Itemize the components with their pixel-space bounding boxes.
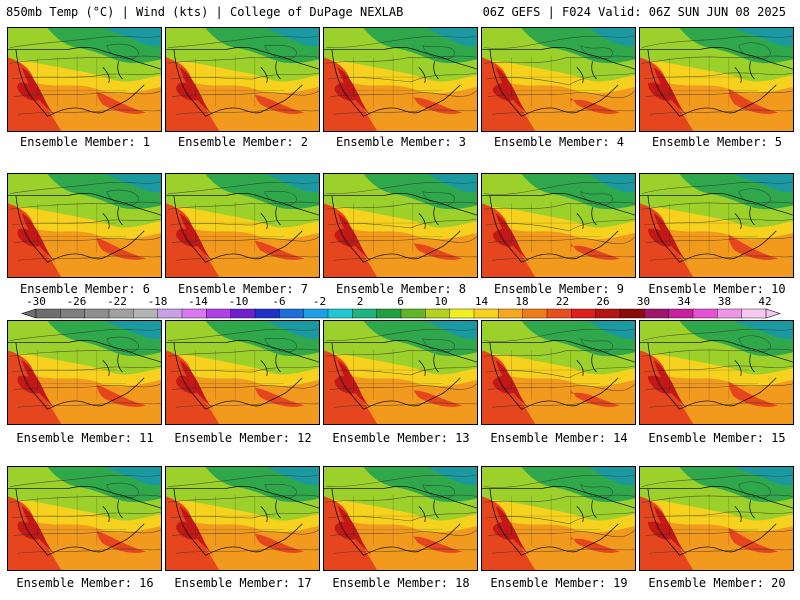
- ensemble-member-label: Ensemble Member: 2: [177, 135, 309, 149]
- colorbar-tick-label: 6: [397, 295, 404, 308]
- colorbar-segment: [546, 308, 572, 319]
- ensemble-member-map: [481, 173, 636, 278]
- colorbar-segment: [327, 308, 353, 319]
- colorbar-segment: [644, 308, 670, 319]
- ensemble-member-map: [481, 466, 636, 571]
- colorbar-segment: [279, 308, 305, 319]
- colorbar-tick-label: -26: [66, 295, 87, 308]
- ensemble-member-label: Ensemble Member: 9: [493, 282, 625, 296]
- ensemble-member-map: [165, 320, 320, 425]
- ensemble-member-map: [165, 173, 320, 278]
- colorbar-tick-label: 34: [677, 295, 691, 308]
- colorbar-segment: [717, 308, 743, 319]
- colorbar-left-arrow: [21, 308, 37, 319]
- colorbar-segment: [133, 308, 159, 319]
- ensemble-member-map: [639, 173, 794, 278]
- colorbar-segment: [376, 308, 402, 319]
- colorbar-segment: [35, 308, 61, 319]
- colorbar-tick-label: 30: [636, 295, 651, 308]
- colorbar-segment: [619, 308, 645, 319]
- colorbar-tick-label: 14: [474, 295, 489, 308]
- colorbar-tick-label: 10: [434, 295, 448, 308]
- ensemble-member-map: [323, 466, 478, 571]
- ensemble-member-map: [323, 320, 478, 425]
- colorbar-tick-label: -10: [228, 295, 249, 308]
- colorbar-segment: [522, 308, 548, 319]
- ensemble-member-map: [323, 173, 478, 278]
- ensemble-member-label: Ensemble Member: 20: [648, 576, 786, 590]
- colorbar-segment: [157, 308, 183, 319]
- ensemble-member-label: Ensemble Member: 4: [493, 135, 625, 149]
- ensemble-member-map: [481, 320, 636, 425]
- colorbar-segment: [668, 308, 694, 319]
- colorbar-tick-label: -2: [312, 295, 327, 308]
- colorbar-tick-label: 2: [356, 295, 364, 308]
- ensemble-member-label: Ensemble Member: 18: [332, 576, 470, 590]
- colorbar-tick-label: 38: [717, 295, 732, 308]
- ensemble-member-map: [639, 27, 794, 132]
- ensemble-member-label: Ensemble Member: 16: [16, 576, 154, 590]
- colorbar-tick-label: 42: [758, 295, 772, 308]
- colorbar-segment: [595, 308, 621, 319]
- ensemble-member-map: [7, 27, 162, 132]
- map-title: 850mb Temp (°C) | Wind (kts) | College o…: [6, 5, 404, 19]
- colorbar-tick-label: -6: [272, 295, 286, 308]
- ensemble-member-map: [639, 466, 794, 571]
- colorbar-segment: [84, 308, 110, 319]
- ensemble-member-label: Ensemble Member: 5: [651, 135, 783, 149]
- ensemble-member-label: Ensemble Member: 6: [19, 282, 151, 296]
- ensemble-member-map: [7, 173, 162, 278]
- ensemble-member-label: Ensemble Member: 17: [174, 576, 312, 590]
- colorbar-segment: [108, 308, 134, 319]
- ensemble-member-label: Ensemble Member: 3: [335, 135, 467, 149]
- colorbar-segment: [303, 308, 329, 319]
- colorbar-segment: [498, 308, 524, 319]
- run-valid-time: 06Z GEFS | F024 Valid: 06Z SUN JUN 08 20…: [482, 5, 786, 19]
- colorbar-right-arrow: [765, 308, 781, 319]
- ensemble-member-map: [639, 320, 794, 425]
- colorbar-segment: [449, 308, 475, 319]
- colorbar-tick-label: -22: [107, 295, 127, 308]
- ensemble-member-label: Ensemble Member: 19: [490, 576, 628, 590]
- ensemble-member-label: Ensemble Member: 12: [174, 431, 312, 445]
- ensemble-member-map: [7, 320, 162, 425]
- colorbar-tick-label: -18: [147, 295, 168, 308]
- ensemble-member-map: [7, 466, 162, 571]
- colorbar-segment: [254, 308, 280, 319]
- ensemble-member-label: Ensemble Member: 13: [332, 431, 470, 445]
- colorbar-tick-label: -30: [26, 295, 46, 308]
- colorbar-segment: [571, 308, 597, 319]
- colorbar-segment: [352, 308, 378, 319]
- colorbar-tick-label: -14: [188, 295, 208, 308]
- colorbar-segment: [741, 308, 767, 319]
- colorbar-segment: [400, 308, 426, 319]
- colorbar-segment: [692, 308, 718, 319]
- colorbar-segment: [473, 308, 499, 319]
- colorbar-tick-label: 18: [515, 295, 529, 308]
- colorbar-tick-label: 26: [596, 295, 610, 308]
- colorbar-segment: [181, 308, 207, 319]
- ensemble-member-label: Ensemble Member: 11: [16, 431, 154, 445]
- ensemble-member-label: Ensemble Member: 14: [490, 431, 628, 445]
- colorbar-segment: [60, 308, 86, 319]
- ensemble-member-label: Ensemble Member: 10: [648, 282, 786, 296]
- ensemble-member-map: [481, 27, 636, 132]
- ensemble-member-label: Ensemble Member: 15: [648, 431, 786, 445]
- colorbar-tick-label: 22: [555, 295, 570, 308]
- ensemble-member-label: Ensemble Member: 1: [19, 135, 151, 149]
- colorbar-segment: [425, 308, 451, 319]
- ensemble-member-label: Ensemble Member: 8: [335, 282, 467, 296]
- colorbar-segment: [230, 308, 256, 319]
- ensemble-member-map: [165, 466, 320, 571]
- ensemble-member-map: [165, 27, 320, 132]
- colorbar-segment: [206, 308, 232, 319]
- ensemble-member-label: Ensemble Member: 7: [177, 282, 309, 296]
- ensemble-member-map: [323, 27, 478, 132]
